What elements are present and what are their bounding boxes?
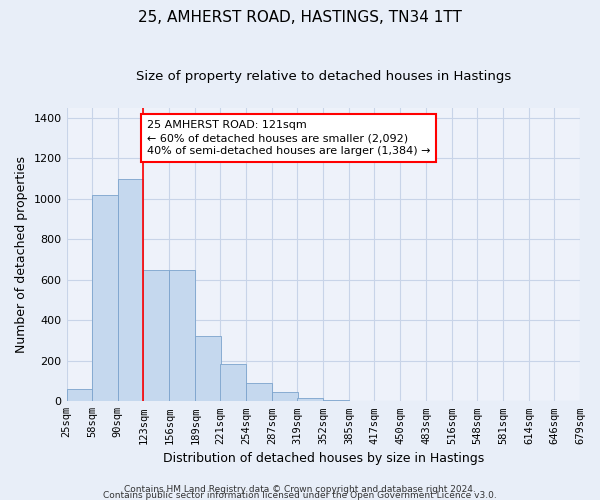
Bar [195,336,221,402]
Bar [143,270,169,402]
Bar [169,270,195,402]
Bar [220,364,247,402]
Bar [298,398,323,402]
Bar [272,392,298,402]
Text: 25, AMHERST ROAD, HASTINGS, TN34 1TT: 25, AMHERST ROAD, HASTINGS, TN34 1TT [138,10,462,25]
Bar [67,389,92,402]
Title: Size of property relative to detached houses in Hastings: Size of property relative to detached ho… [136,70,511,83]
X-axis label: Distribution of detached houses by size in Hastings: Distribution of detached houses by size … [163,452,484,465]
Bar [118,178,143,402]
Y-axis label: Number of detached properties: Number of detached properties [15,156,28,353]
Bar [247,383,272,402]
Text: 25 AMHERST ROAD: 121sqm
← 60% of detached houses are smaller (2,092)
40% of semi: 25 AMHERST ROAD: 121sqm ← 60% of detache… [146,120,430,156]
Text: Contains public sector information licensed under the Open Government Licence v3: Contains public sector information licen… [103,490,497,500]
Bar [92,195,118,402]
Text: Contains HM Land Registry data © Crown copyright and database right 2024.: Contains HM Land Registry data © Crown c… [124,484,476,494]
Bar [323,400,349,402]
